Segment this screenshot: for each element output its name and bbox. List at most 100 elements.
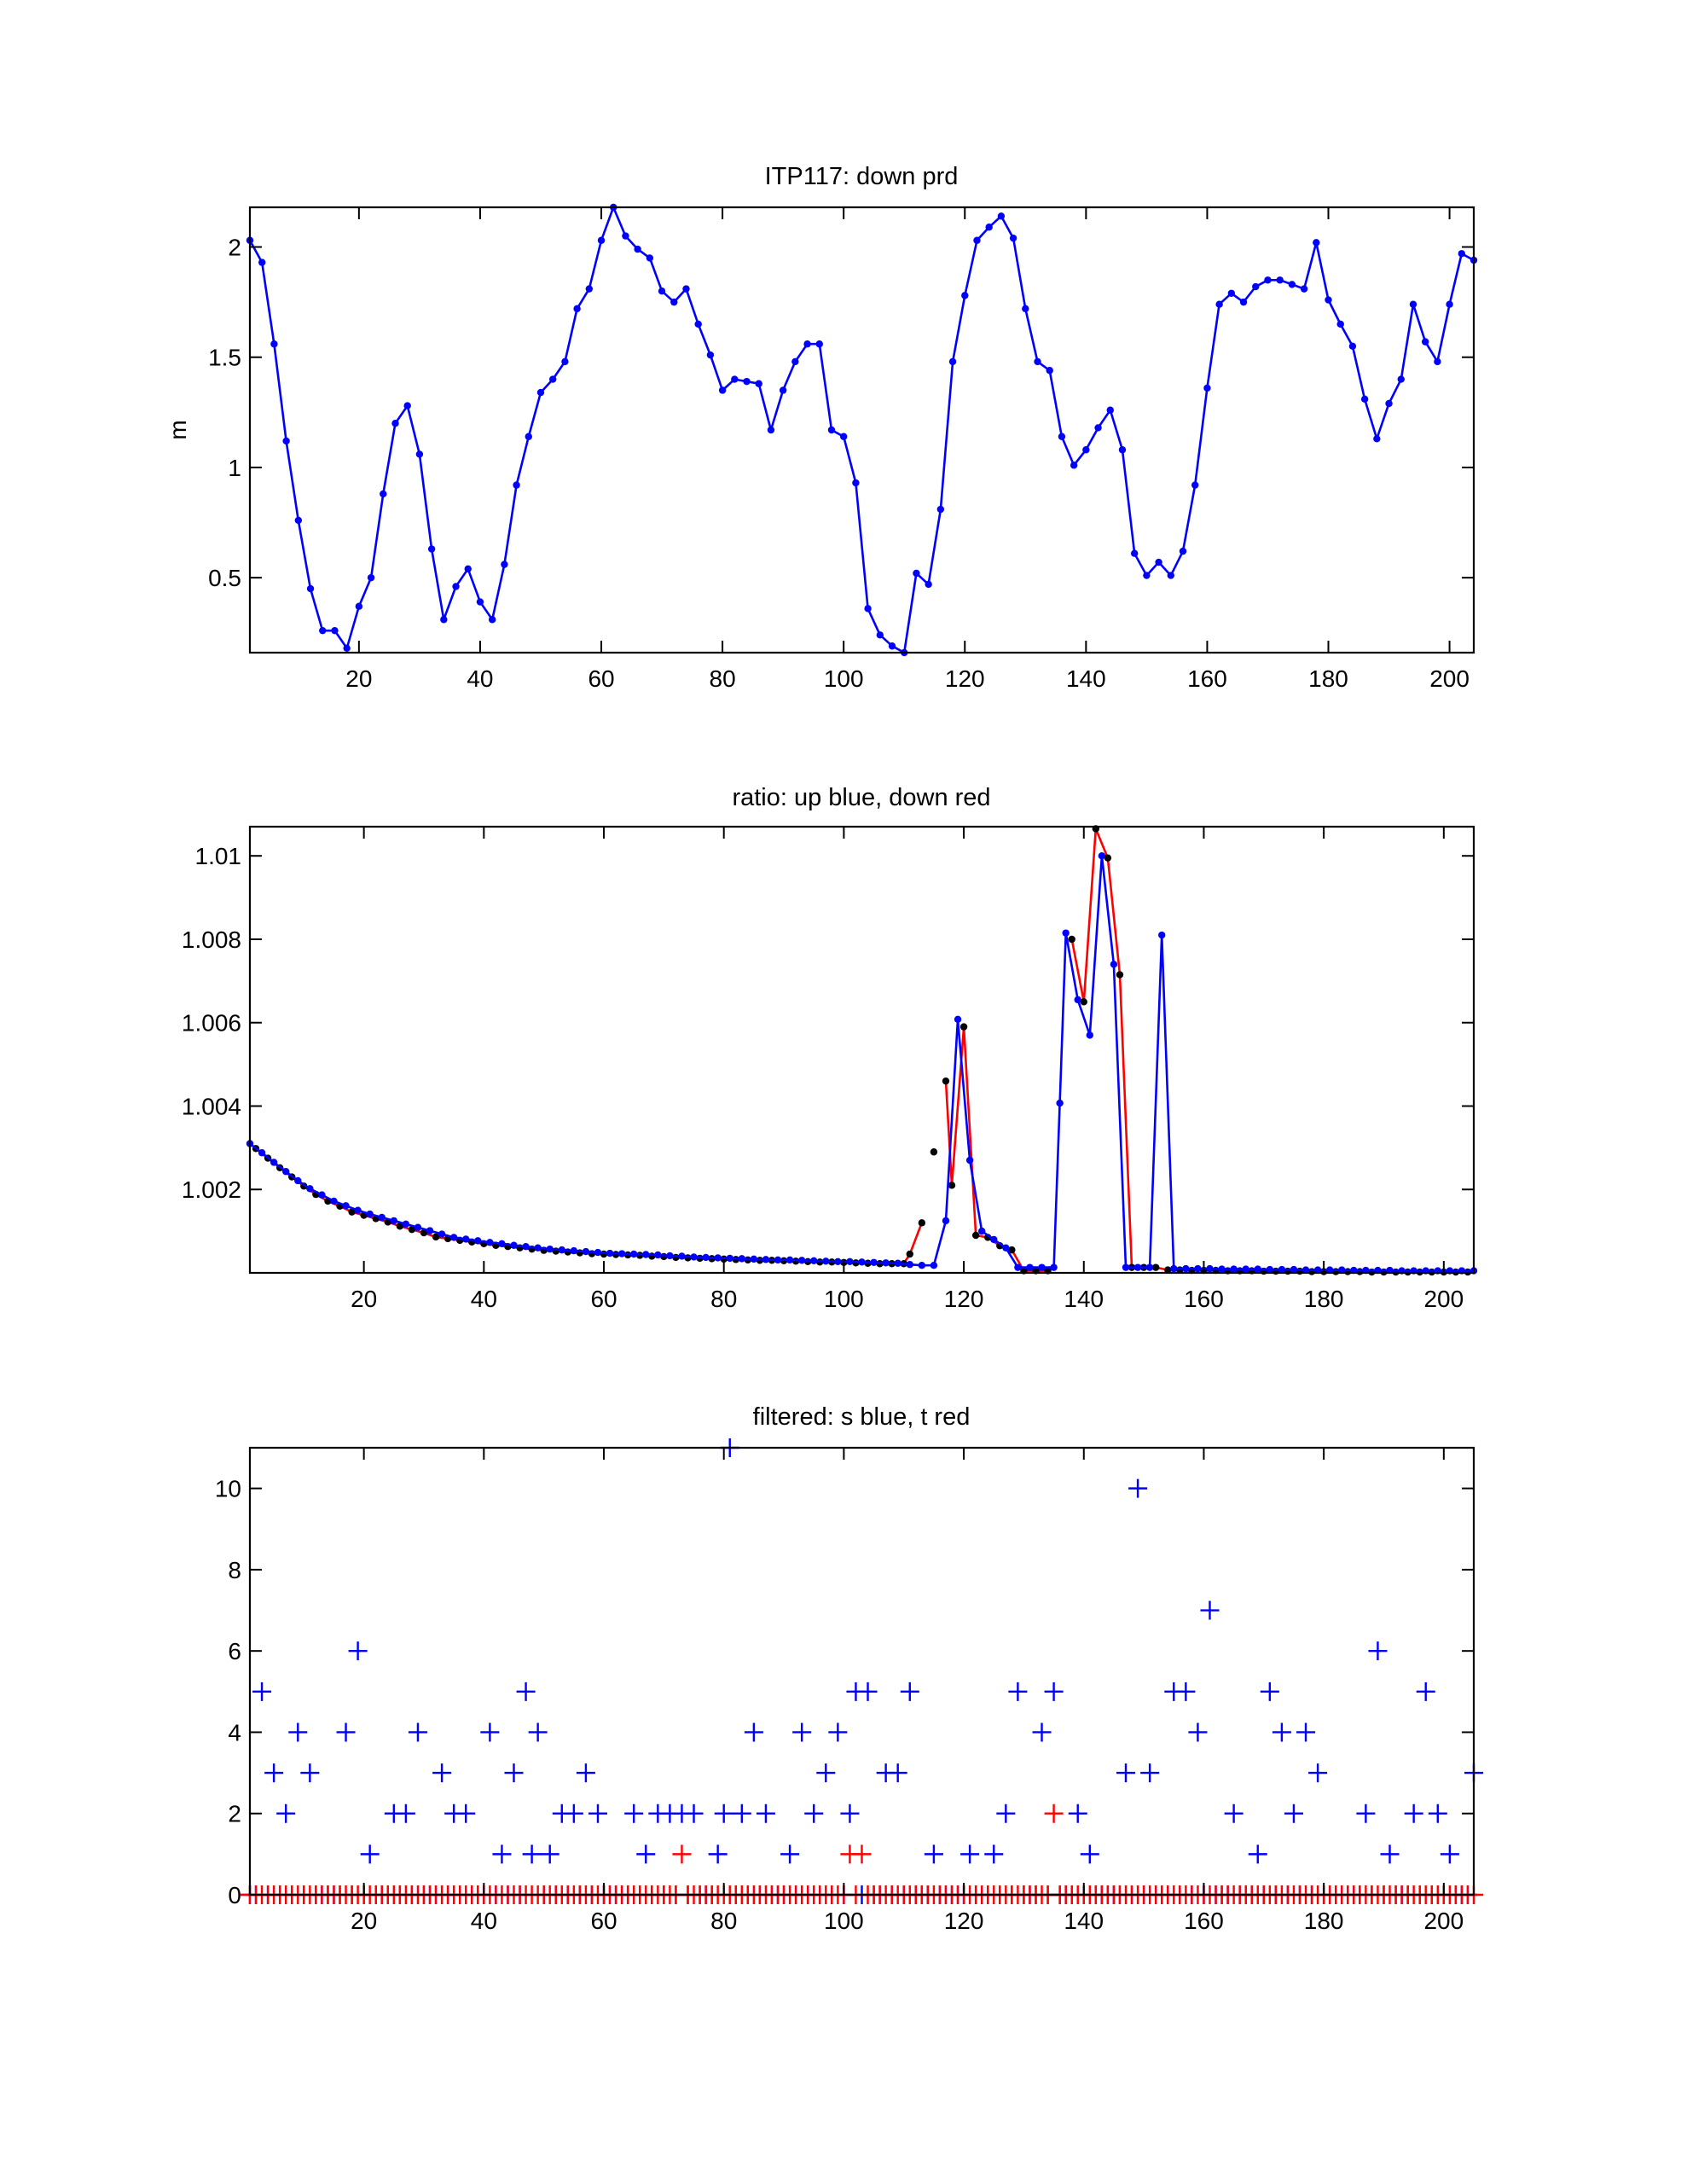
y-tick-label: 8 — [228, 1557, 241, 1583]
chart-title: ITP117: down prd — [765, 163, 959, 190]
data-point — [1458, 250, 1465, 258]
data-point — [438, 1230, 446, 1238]
data-point — [930, 1148, 938, 1156]
data-point — [403, 402, 411, 410]
data-point — [718, 386, 727, 394]
data-point — [858, 1682, 878, 1701]
data-point — [408, 1722, 427, 1742]
data-point — [1080, 998, 1087, 1006]
x-tick-label: 60 — [590, 1908, 617, 1934]
data-point — [1026, 1263, 1034, 1271]
data-point — [864, 605, 872, 613]
y-tick-label: 2 — [228, 235, 241, 261]
data-point — [1206, 1264, 1214, 1273]
data-point — [1278, 1265, 1286, 1274]
data-point — [432, 1763, 452, 1783]
data-point — [714, 1254, 722, 1262]
data-point — [336, 1722, 356, 1742]
data-point — [906, 1261, 913, 1269]
data-point — [906, 1250, 913, 1258]
data-point — [1290, 1265, 1298, 1274]
x-tick-label: 140 — [1064, 1908, 1104, 1934]
data-point — [780, 1844, 800, 1864]
data-point — [1074, 996, 1081, 1004]
data-point — [708, 1844, 728, 1864]
data-point — [1034, 357, 1041, 366]
data-point — [1380, 1844, 1400, 1864]
data-point — [564, 1804, 583, 1823]
data-point — [391, 420, 399, 427]
data-point — [779, 386, 787, 394]
data-point — [1313, 1266, 1322, 1274]
data-point — [492, 1844, 512, 1864]
data-point — [839, 433, 848, 440]
data-point — [522, 1243, 530, 1251]
data-point — [670, 298, 678, 306]
data-point — [342, 1202, 350, 1210]
data-point — [882, 1259, 890, 1267]
data-point — [456, 1804, 476, 1823]
data-point — [480, 1722, 500, 1742]
data-point — [319, 626, 327, 635]
data-point — [306, 1185, 314, 1193]
data-point — [504, 1763, 524, 1783]
data-point — [474, 1237, 482, 1245]
data-point — [1313, 239, 1320, 247]
data-point — [1194, 1264, 1202, 1273]
data-point — [486, 1239, 494, 1246]
data-point — [1002, 1244, 1010, 1252]
data-point — [702, 1253, 710, 1262]
data-point — [1224, 1804, 1244, 1823]
data-point — [1272, 1722, 1291, 1742]
data-point — [1230, 1265, 1238, 1273]
x-tick-label: 140 — [1064, 1286, 1104, 1312]
data-point — [996, 1804, 1016, 1823]
chart-title: filtered: s blue, t red — [753, 1403, 971, 1431]
y-tick-label: 6 — [228, 1638, 241, 1664]
data-point — [276, 1804, 296, 1823]
y-tick-label: 1.006 — [182, 1010, 241, 1037]
data-point — [270, 1159, 278, 1166]
data-point — [985, 224, 993, 231]
data-point — [1409, 300, 1417, 308]
data-point — [1188, 1722, 1208, 1742]
data-point — [528, 1722, 548, 1742]
data-point — [1167, 572, 1175, 579]
data-point — [646, 254, 654, 262]
data-point — [1014, 1263, 1022, 1271]
data-point — [738, 1255, 746, 1263]
data-point — [1356, 1804, 1376, 1823]
data-point — [1227, 289, 1236, 297]
data-point — [1050, 1263, 1058, 1271]
data-point — [1068, 1804, 1087, 1823]
data-point — [570, 1246, 578, 1255]
data-point — [501, 561, 508, 568]
data-point — [840, 1804, 860, 1823]
data-point — [576, 1763, 595, 1783]
data-point — [367, 573, 375, 582]
data-point — [1260, 1682, 1279, 1701]
data-point — [750, 1255, 758, 1263]
data-point — [1176, 1682, 1196, 1701]
data-point — [815, 340, 823, 348]
data-point — [510, 1241, 518, 1249]
data-point — [300, 1763, 320, 1783]
data-point — [803, 340, 811, 348]
data-point — [852, 479, 860, 487]
data-point — [1128, 1478, 1148, 1498]
data-point — [816, 1763, 836, 1783]
x-tick-label: 40 — [471, 1286, 497, 1312]
data-point — [306, 584, 315, 593]
data-point — [744, 1722, 763, 1742]
y-tick-label: 1.002 — [182, 1176, 241, 1203]
x-tick-label: 40 — [467, 665, 493, 692]
x-tick-label: 160 — [1187, 665, 1227, 692]
data-point — [1118, 446, 1127, 454]
data-point — [1266, 1265, 1274, 1274]
data-point — [1009, 234, 1017, 242]
x-tick-label: 20 — [345, 665, 372, 692]
data-point — [971, 1231, 980, 1240]
data-point — [1242, 1265, 1249, 1273]
data-point — [1122, 1263, 1130, 1271]
data-point — [1170, 1264, 1178, 1273]
